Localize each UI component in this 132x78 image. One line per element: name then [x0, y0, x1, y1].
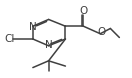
Text: Cl: Cl	[5, 34, 15, 44]
Text: O: O	[97, 27, 105, 37]
Text: O: O	[79, 6, 88, 16]
Text: N: N	[29, 22, 37, 32]
Text: N: N	[45, 40, 52, 50]
